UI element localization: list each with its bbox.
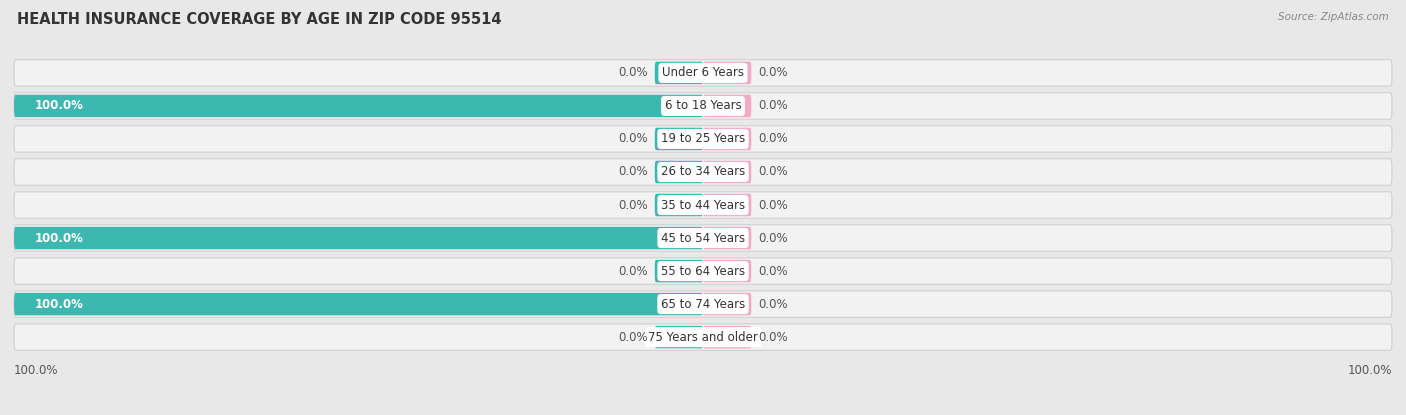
Text: 100.0%: 100.0% (35, 298, 83, 310)
Text: 100.0%: 100.0% (14, 364, 59, 377)
Text: 0.0%: 0.0% (758, 198, 787, 212)
Text: 0.0%: 0.0% (619, 166, 648, 178)
Text: 55 to 64 Years: 55 to 64 Years (661, 265, 745, 278)
Text: 0.0%: 0.0% (758, 232, 787, 244)
Text: 100.0%: 100.0% (35, 100, 83, 112)
Text: 6 to 18 Years: 6 to 18 Years (665, 100, 741, 112)
FancyBboxPatch shape (703, 194, 751, 216)
FancyBboxPatch shape (14, 159, 1392, 185)
FancyBboxPatch shape (14, 95, 703, 117)
Text: 0.0%: 0.0% (758, 132, 787, 146)
Text: 0.0%: 0.0% (758, 66, 787, 79)
Text: 0.0%: 0.0% (619, 331, 648, 344)
FancyBboxPatch shape (703, 227, 751, 249)
FancyBboxPatch shape (14, 192, 1392, 218)
FancyBboxPatch shape (655, 128, 703, 150)
Text: 75 Years and older: 75 Years and older (648, 331, 758, 344)
FancyBboxPatch shape (655, 194, 703, 216)
FancyBboxPatch shape (14, 93, 1392, 119)
Text: 19 to 25 Years: 19 to 25 Years (661, 132, 745, 146)
Text: 65 to 74 Years: 65 to 74 Years (661, 298, 745, 310)
FancyBboxPatch shape (14, 60, 1392, 86)
FancyBboxPatch shape (703, 260, 751, 282)
Text: 0.0%: 0.0% (758, 298, 787, 310)
FancyBboxPatch shape (703, 293, 751, 315)
FancyBboxPatch shape (703, 128, 751, 150)
FancyBboxPatch shape (14, 126, 1392, 152)
FancyBboxPatch shape (655, 260, 703, 282)
Text: 0.0%: 0.0% (619, 198, 648, 212)
Text: 0.0%: 0.0% (619, 265, 648, 278)
Text: 100.0%: 100.0% (1347, 364, 1392, 377)
Text: 26 to 34 Years: 26 to 34 Years (661, 166, 745, 178)
FancyBboxPatch shape (14, 227, 703, 249)
FancyBboxPatch shape (655, 161, 703, 183)
FancyBboxPatch shape (655, 326, 703, 348)
FancyBboxPatch shape (14, 225, 1392, 251)
Text: 0.0%: 0.0% (619, 132, 648, 146)
Text: 0.0%: 0.0% (758, 100, 787, 112)
Text: 35 to 44 Years: 35 to 44 Years (661, 198, 745, 212)
Text: 100.0%: 100.0% (35, 232, 83, 244)
FancyBboxPatch shape (703, 95, 751, 117)
Text: 0.0%: 0.0% (758, 331, 787, 344)
Text: 45 to 54 Years: 45 to 54 Years (661, 232, 745, 244)
FancyBboxPatch shape (655, 62, 703, 84)
FancyBboxPatch shape (14, 258, 1392, 284)
Text: 0.0%: 0.0% (619, 66, 648, 79)
FancyBboxPatch shape (14, 291, 1392, 317)
Text: HEALTH INSURANCE COVERAGE BY AGE IN ZIP CODE 95514: HEALTH INSURANCE COVERAGE BY AGE IN ZIP … (17, 12, 502, 27)
FancyBboxPatch shape (14, 293, 703, 315)
FancyBboxPatch shape (14, 324, 1392, 350)
FancyBboxPatch shape (703, 161, 751, 183)
Text: 0.0%: 0.0% (758, 265, 787, 278)
FancyBboxPatch shape (703, 62, 751, 84)
FancyBboxPatch shape (703, 326, 751, 348)
Text: Under 6 Years: Under 6 Years (662, 66, 744, 79)
Text: Source: ZipAtlas.com: Source: ZipAtlas.com (1278, 12, 1389, 22)
Text: 0.0%: 0.0% (758, 166, 787, 178)
